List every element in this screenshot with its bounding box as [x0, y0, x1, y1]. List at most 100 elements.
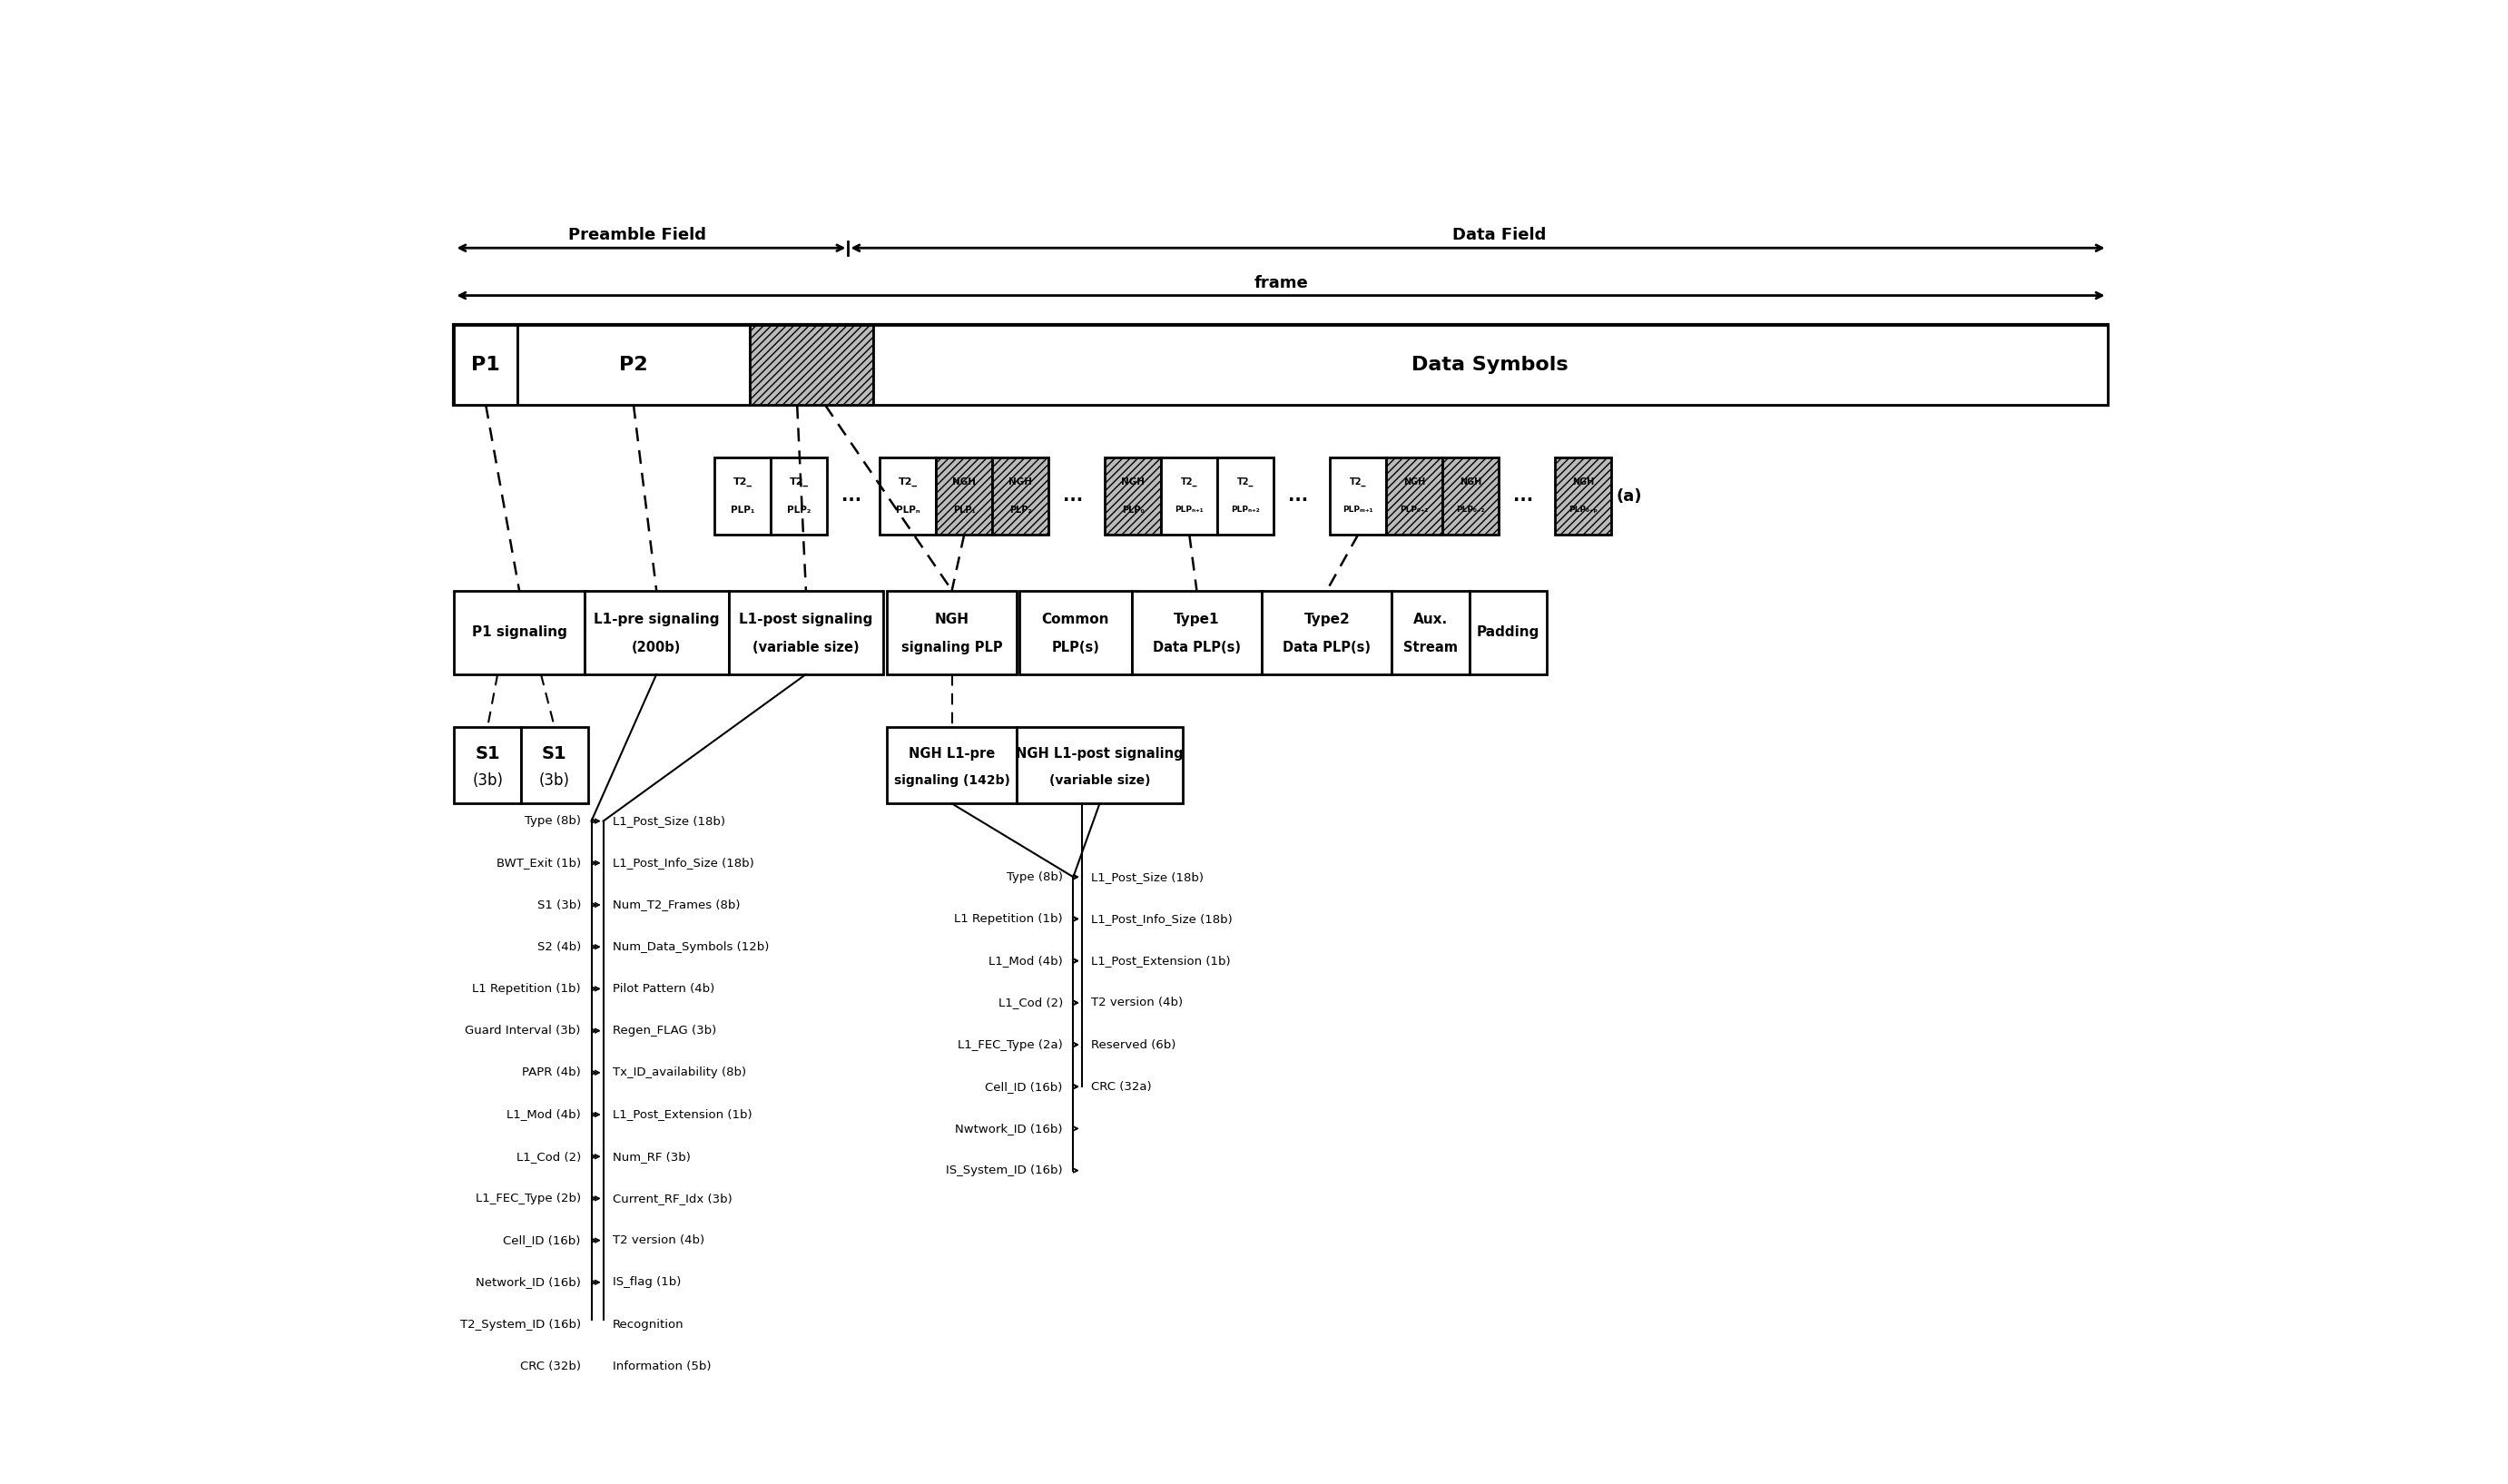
Text: Reserved (6b): Reserved (6b): [1091, 1039, 1176, 1051]
Text: T2_: T2_: [790, 478, 808, 487]
Text: PLPₙ₊₁: PLPₙ₊₁: [1174, 506, 1204, 513]
Text: Nwtwork_ID (16b): Nwtwork_ID (16b): [956, 1123, 1063, 1134]
Text: Information (5b): Information (5b): [612, 1361, 710, 1373]
Bar: [888, 727, 1016, 803]
Text: ...: ...: [1063, 487, 1083, 505]
Bar: [1016, 727, 1181, 803]
Text: L1-post signaling: L1-post signaling: [740, 613, 873, 626]
Text: Num_RF (3b): Num_RF (3b): [612, 1150, 690, 1162]
Text: IS_System_ID (16b): IS_System_ID (16b): [946, 1165, 1063, 1177]
Text: NGH: NGH: [1573, 478, 1595, 487]
Text: CRC (32b): CRC (32b): [519, 1361, 582, 1373]
Text: Current_RF_Idx (3b): Current_RF_Idx (3b): [612, 1193, 732, 1205]
Bar: [993, 457, 1048, 534]
Text: L1_Post_Extension (1b): L1_Post_Extension (1b): [1091, 954, 1231, 966]
Text: Type2: Type2: [1304, 613, 1349, 626]
Bar: [1329, 457, 1387, 534]
Text: PLPₘ₊₁: PLPₘ₊₁: [1342, 506, 1374, 513]
Text: NGH: NGH: [1404, 478, 1425, 487]
Text: S1: S1: [474, 745, 499, 763]
Text: ...: ...: [843, 487, 863, 505]
Text: Num_T2_Frames (8b): Num_T2_Frames (8b): [612, 899, 740, 911]
Text: NGH: NGH: [1008, 478, 1033, 487]
Bar: [935, 457, 993, 534]
Text: IS_flag (1b): IS_flag (1b): [612, 1276, 680, 1288]
Text: (3b): (3b): [472, 772, 504, 788]
Text: ...: ...: [1512, 487, 1532, 505]
Text: PLP(s): PLP(s): [1051, 641, 1099, 654]
Text: Common: Common: [1041, 613, 1109, 626]
Text: PAPR (4b): PAPR (4b): [522, 1067, 582, 1079]
Text: (variable size): (variable size): [752, 641, 860, 654]
Text: L1 Repetition (1b): L1 Repetition (1b): [472, 982, 582, 994]
Text: frame: frame: [1254, 275, 1307, 291]
Bar: [888, 591, 1016, 674]
Text: S1: S1: [542, 745, 567, 763]
Text: T2_: T2_: [732, 478, 752, 487]
Text: signaling (142b): signaling (142b): [893, 775, 1011, 787]
Text: NGH L1-pre: NGH L1-pre: [908, 746, 996, 760]
Text: Cell_ID (16b): Cell_ID (16b): [986, 1080, 1063, 1092]
Text: T2 version (4b): T2 version (4b): [1091, 997, 1184, 1009]
Text: L1_Post_Extension (1b): L1_Post_Extension (1b): [612, 1109, 752, 1120]
Text: NGH: NGH: [953, 478, 976, 487]
Bar: [454, 591, 584, 674]
Bar: [750, 325, 873, 405]
Text: ...: ...: [1289, 487, 1309, 505]
Bar: [1161, 457, 1216, 534]
Text: Num_Data_Symbols (12b): Num_Data_Symbols (12b): [612, 941, 770, 953]
Text: NGH L1-post signaling: NGH L1-post signaling: [1016, 746, 1184, 760]
Text: L1_Post_Info_Size (18b): L1_Post_Info_Size (18b): [1091, 913, 1231, 925]
Text: Data Symbols: Data Symbols: [1412, 356, 1568, 374]
Bar: [770, 457, 828, 534]
Bar: [1018, 591, 1131, 674]
Text: NGH: NGH: [1121, 478, 1144, 487]
Text: T2_: T2_: [1236, 478, 1254, 487]
Text: PLPₙ: PLPₙ: [895, 506, 920, 515]
Text: L1_Mod (4b): L1_Mod (4b): [988, 954, 1063, 966]
Text: S2 (4b): S2 (4b): [537, 941, 582, 953]
Bar: [522, 727, 587, 803]
Text: Pilot Pattern (4b): Pilot Pattern (4b): [612, 982, 715, 994]
Text: PLPₙ₊₂: PLPₙ₊₂: [1231, 506, 1259, 513]
Text: (200b): (200b): [632, 641, 682, 654]
Bar: [1262, 591, 1392, 674]
Text: signaling PLP: signaling PLP: [900, 641, 1003, 654]
Text: P1: P1: [472, 356, 499, 374]
Text: L1_Cod (2): L1_Cod (2): [998, 997, 1063, 1009]
Text: Type (8b): Type (8b): [524, 815, 582, 827]
Bar: [727, 591, 883, 674]
Text: Data PLP(s): Data PLP(s): [1282, 641, 1372, 654]
Text: T2 version (4b): T2 version (4b): [612, 1235, 705, 1247]
Text: PLP₁: PLP₁: [953, 506, 976, 515]
Bar: [715, 457, 770, 534]
Bar: [1392, 591, 1470, 674]
Text: Type (8b): Type (8b): [1006, 871, 1063, 883]
Bar: [1131, 591, 1262, 674]
Text: PLP₁: PLP₁: [730, 506, 755, 515]
Bar: [880, 457, 935, 534]
Bar: [1216, 457, 1274, 534]
Text: Data PLP(s): Data PLP(s): [1154, 641, 1241, 654]
Text: Network_ID (16b): Network_ID (16b): [477, 1276, 582, 1288]
Text: PLP₀₊₂: PLP₀₊₂: [1457, 506, 1485, 513]
Text: L1_Cod (2): L1_Cod (2): [517, 1150, 582, 1162]
Text: L1-pre signaling: L1-pre signaling: [594, 613, 720, 626]
Text: PLP₀₊₁: PLP₀₊₁: [1399, 506, 1430, 513]
Text: L1_FEC_Type (2a): L1_FEC_Type (2a): [958, 1039, 1063, 1051]
Bar: [1442, 457, 1500, 534]
Text: Padding: Padding: [1477, 626, 1540, 640]
Text: L1_Post_Size (18b): L1_Post_Size (18b): [1091, 871, 1204, 883]
Text: PLP₂: PLP₂: [1008, 506, 1031, 515]
Bar: [584, 591, 727, 674]
Text: (variable size): (variable size): [1048, 775, 1151, 787]
Bar: [1470, 591, 1547, 674]
Text: Recognition: Recognition: [612, 1318, 685, 1330]
Text: P2: P2: [619, 356, 647, 374]
Bar: [454, 727, 522, 803]
Text: PLP₀₊ₚ: PLP₀₊ₚ: [1570, 506, 1598, 513]
Text: Tx_ID_availability (8b): Tx_ID_availability (8b): [612, 1067, 745, 1079]
Bar: [454, 325, 517, 405]
Text: T2_: T2_: [1349, 478, 1367, 487]
Text: (a): (a): [1615, 488, 1643, 505]
